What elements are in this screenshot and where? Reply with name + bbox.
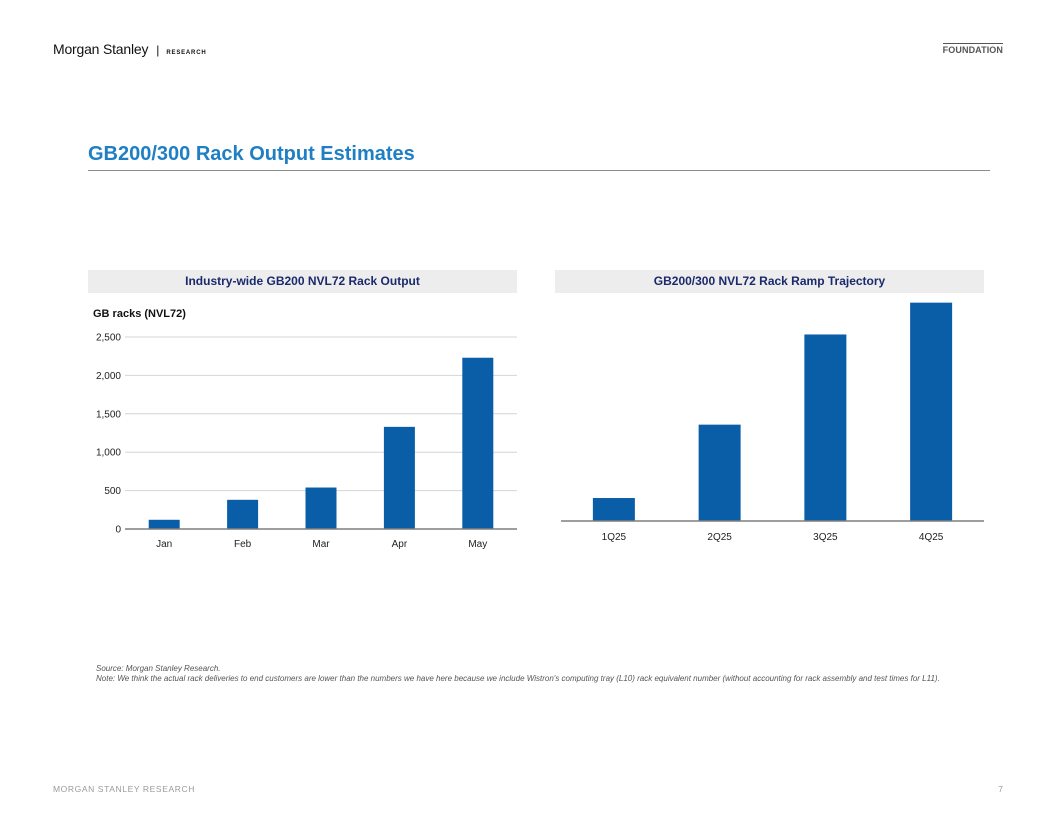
y-tick-label: 0 [115, 525, 121, 536]
y-tick-label: 1,000 [96, 448, 121, 459]
left-chart-title: Industry-wide GB200 NVL72 Rack Output [88, 270, 517, 293]
brand-section: RESEARCH [166, 50, 207, 56]
title-divider [88, 170, 990, 171]
y-tick-label: 2,500 [96, 333, 121, 344]
brand-name: Morgan Stanley [53, 41, 149, 57]
bar-feb [227, 499, 259, 529]
x-tick-label: 4Q25 [919, 532, 944, 543]
brand-logo: Morgan Stanley | RESEARCH [53, 41, 206, 57]
bar-apr [383, 426, 415, 529]
page-number: 7 [998, 784, 1003, 794]
y-tick-label: 500 [104, 486, 121, 497]
bar-3q25 [804, 334, 847, 521]
x-tick-label: Jan [156, 539, 172, 550]
bar-jan [148, 519, 180, 529]
bar-may [462, 357, 494, 529]
right-chart-title: GB200/300 NVL72 Rack Ramp Trajectory [555, 270, 984, 293]
disclaimer-note: Note: We think the actual rack deliverie… [96, 673, 940, 683]
bar-2q25 [698, 424, 741, 521]
right-bar-chart: 1Q25 2Q25 3Q25 4Q25 [561, 302, 984, 543]
x-tick-label: Feb [234, 539, 252, 550]
x-tick-label: 2Q25 [707, 532, 732, 543]
x-tick-label: May [468, 539, 487, 550]
page-title: GB200/300 Rack Output Estimates [88, 143, 415, 165]
bar-4q25 [910, 302, 953, 521]
source-note: Source: Morgan Stanley Research. [96, 664, 221, 673]
report-tag: FOUNDATION [942, 43, 1003, 55]
y-axis-label: GB racks (NVL72) [93, 308, 186, 320]
footnotes: Source: Morgan Stanley Research. Note: W… [96, 664, 966, 683]
x-tick-label: 1Q25 [602, 532, 627, 543]
brand-separator: | [156, 43, 160, 57]
x-tick-label: Mar [312, 539, 330, 550]
x-tick-label: Apr [392, 539, 408, 550]
y-tick-label: 1,500 [96, 409, 121, 420]
bar-1q25 [592, 498, 635, 521]
bar-mar [305, 487, 337, 529]
y-tick-label: 2,000 [96, 371, 121, 382]
x-tick-label: 3Q25 [813, 532, 838, 543]
footer-label: MORGAN STANLEY RESEARCH [53, 784, 195, 794]
left-bar-chart: GB racks (NVL72) 0 500 1,000 1,500 2,000 2,500… [93, 308, 517, 550]
